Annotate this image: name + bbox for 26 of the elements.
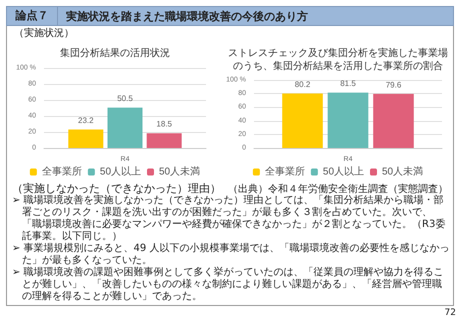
bar — [108, 108, 142, 148]
legend-label: 50人以上 — [322, 166, 364, 178]
text: 実施状況を踏まえた職場環境改善の今後のあり方 — [65, 8, 308, 24]
text: （出典）令和４年労働安全衛生調査（実態調査） — [228, 184, 448, 195]
legend-label: 50人未満 — [382, 166, 424, 178]
chart-title: 集団分析結果の活用状況 — [60, 47, 170, 59]
text: ➢ 職場環境改善を実施しなかった（できなかった）理由としては、「集団分析結果から職場・部署ごとのリスク・課題を洗い出すのが困難だった」が最も多く３割を占めていた。次いで、「職場環境改善に必要なマンパワーや経費が確保できなかった」が２割となっていた。（R3委託事業。以下同じ。） — [12, 195, 446, 242]
text: ➢ 職場環境改善の課題や困難事例として多く挙がっていたのは、「従業員の理解や協力を得ることが難しい」、「改善したいものの様々な制約により難しい課題がある」、「経営層や管理職の理解を得ることが難しい」であった。 — [12, 267, 445, 303]
data-label: 50.5 — [117, 94, 134, 104]
bar — [146, 133, 182, 148]
data-label: 79.6 — [386, 80, 402, 90]
legend-label: 50人以上 — [100, 166, 141, 178]
data-label: 80.2 — [294, 80, 311, 89]
text: 論点７ — [7, 7, 58, 25]
text: （実施状況） — [14, 28, 74, 40]
data-label: 18.5 — [156, 120, 173, 129]
legend-label: 全事業所 — [42, 166, 82, 178]
data-label: 23.2 — [78, 116, 94, 125]
data-label: 81.5 — [340, 79, 356, 88]
text: ➢ 事業場規模別にみると、49 人以下の小規模事業場では、「職場環境改善の必要性を感じなかった」が最も多くなっていた。 — [12, 243, 450, 266]
text: （実施しなかった（できなかった）理由） — [12, 182, 221, 195]
bar — [68, 129, 104, 148]
legend-label: 50人未満 — [159, 166, 200, 178]
text: 72 — [444, 307, 456, 319]
legend-label: 全事業所 — [264, 166, 305, 178]
chart-title: ストレスチェック及び集団分析を実施した事業場のうち、集団分析結果を活用した事業所の割合 — [228, 47, 448, 72]
